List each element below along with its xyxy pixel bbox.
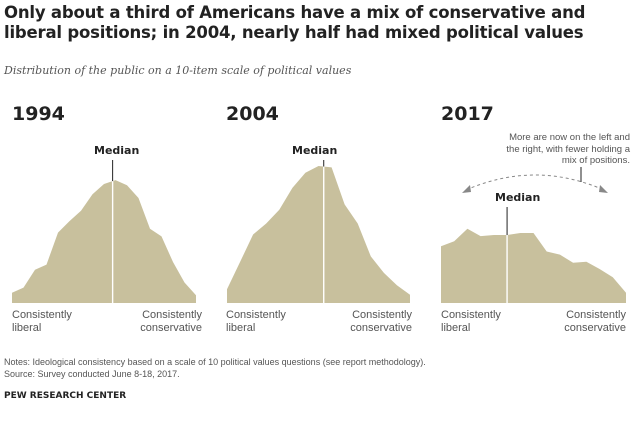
- area-2017: [441, 228, 626, 303]
- x-label-right-1994: Consistently conservative: [140, 309, 202, 334]
- area-1994: [12, 180, 196, 303]
- area-2004: [227, 166, 410, 303]
- median-label-2004: Median: [292, 144, 338, 157]
- median-label-1994: Median: [94, 144, 140, 157]
- spread-arrow-arc: [465, 174, 605, 191]
- x-label-right-2017: Consistently conservative: [564, 309, 626, 334]
- polarization-annotation: More are now on the left and the right, …: [506, 132, 630, 166]
- spread-arrow: [462, 167, 608, 193]
- median-label-2017: Median: [495, 191, 541, 204]
- chart-title: Only about a third of Americans have a m…: [4, 3, 586, 42]
- x-label-left-1994: Consistently liberal: [12, 309, 72, 334]
- source-text: Source: Survey conducted June 8-18, 2017…: [4, 369, 180, 379]
- panel-title-2017: 2017: [441, 103, 494, 125]
- x-label-left-2017: Consistently liberal: [441, 309, 501, 334]
- brand-logo-text: PEW RESEARCH CENTER: [4, 391, 127, 401]
- x-label-right-2004: Consistently conservative: [350, 309, 412, 334]
- arrow-right-head: [599, 185, 608, 193]
- panel-title-1994: 1994: [12, 103, 65, 125]
- x-label-left-2004: Consistently liberal: [226, 309, 286, 334]
- chart-subtitle: Distribution of the public on a 10-item …: [4, 64, 352, 77]
- panel-2017: [441, 207, 626, 303]
- panel-2004: [227, 160, 410, 303]
- notes-text: Notes: Ideological consistency based on …: [4, 357, 426, 367]
- arrow-left-head: [462, 185, 471, 193]
- notes-block: Notes: Ideological consistency based on …: [4, 356, 426, 380]
- panel-title-2004: 2004: [226, 103, 279, 125]
- panel-1994: [12, 160, 196, 303]
